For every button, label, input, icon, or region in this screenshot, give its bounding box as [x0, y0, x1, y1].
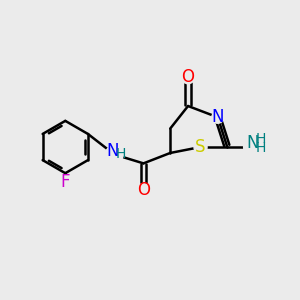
Circle shape [194, 140, 207, 154]
Circle shape [182, 70, 195, 84]
Text: N: N [106, 142, 119, 160]
Circle shape [212, 111, 224, 123]
Text: F: F [61, 173, 70, 191]
Text: H: H [116, 148, 126, 161]
Text: N: N [246, 134, 259, 152]
Text: O: O [182, 68, 194, 86]
Circle shape [105, 146, 123, 164]
Text: S: S [195, 138, 206, 156]
Text: H: H [255, 132, 266, 146]
Circle shape [137, 184, 150, 197]
Text: O: O [137, 181, 150, 199]
Circle shape [59, 176, 72, 189]
Text: N: N [212, 108, 224, 126]
Circle shape [244, 136, 264, 158]
Text: H: H [255, 141, 266, 154]
